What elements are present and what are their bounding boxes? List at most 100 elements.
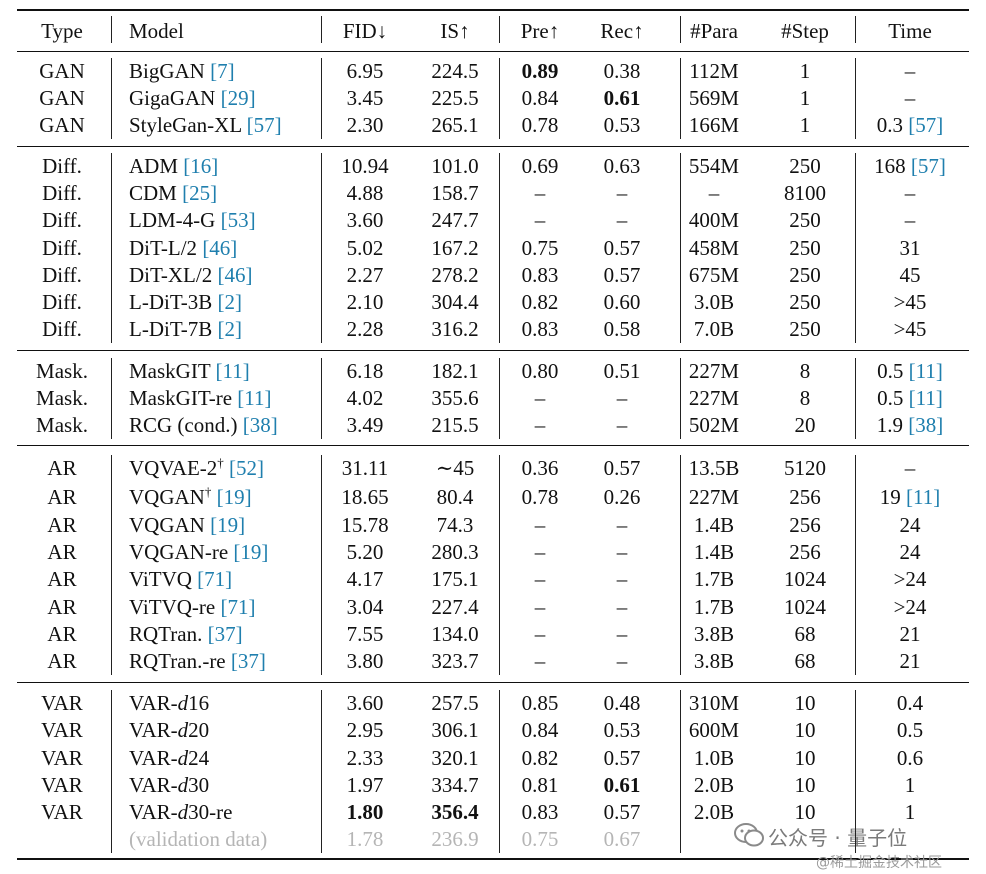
citation-link[interactable]: [2] — [217, 317, 242, 341]
cell-pre: – — [534, 649, 546, 673]
cell-step: 10 — [794, 718, 816, 742]
cell-type: AR — [47, 485, 77, 509]
cell-pre: – — [534, 622, 546, 646]
cell-model: CDM [25] — [129, 180, 217, 207]
column-separator — [111, 58, 112, 139]
table-row: Diff. L-DiT-3B [2] 2.10 304.4 0.82 0.60 3.0B 25… — [0, 289, 986, 316]
citation-link[interactable]: [52] — [229, 456, 265, 480]
citation-link[interactable]: [11] — [215, 359, 250, 383]
citation-link[interactable]: [19] — [233, 540, 269, 564]
citation-link[interactable]: [11] — [906, 485, 941, 509]
table-row: Diff. L-DiT-7B [2] 2.28 316.2 0.83 0.58 7.0B 25… — [0, 316, 986, 343]
cell-rec: 0.53 — [603, 113, 641, 137]
cell-model: VQGAN† [19] — [129, 484, 252, 511]
citation-link[interactable]: [71] — [220, 595, 256, 619]
cell-is: 227.4 — [431, 595, 479, 619]
column-separator — [321, 58, 322, 139]
cell-time: >45 — [893, 290, 927, 314]
cell-para: 1.7B — [693, 567, 735, 591]
cell-time: 19 [11] — [858, 484, 962, 511]
model-name: L-DiT-7B — [129, 317, 218, 341]
model-name: VAR- — [129, 718, 178, 742]
cell-rec: – — [616, 181, 628, 205]
citation-link[interactable]: [11] — [908, 386, 943, 410]
citation-link[interactable]: [7] — [210, 59, 235, 83]
header-is: IS↑ — [440, 19, 470, 43]
citation-link[interactable]: [29] — [220, 86, 256, 110]
table-row: Diff. DiT-XL/2 [46] 2.27 278.2 0.83 0.57 675M 2… — [0, 262, 986, 289]
citation-link[interactable]: [38] — [242, 413, 278, 437]
column-separator — [499, 690, 500, 853]
cell-fid: 4.17 — [346, 567, 384, 591]
column-separator — [680, 358, 681, 439]
cell-is: 225.5 — [431, 86, 479, 110]
cell-fid: 3.04 — [346, 595, 384, 619]
citation-link[interactable]: [2] — [217, 290, 242, 314]
citation-link[interactable]: [57] — [908, 113, 944, 137]
cell-type: GAN — [39, 59, 85, 83]
citation-link[interactable]: [37] — [230, 649, 266, 673]
column-separator — [111, 16, 112, 43]
cell-is: 236.9 — [431, 827, 479, 851]
citation-link[interactable]: [16] — [183, 154, 219, 178]
cell-time: 0.4 — [896, 691, 924, 715]
cell-type: GAN — [39, 86, 85, 110]
table-row: Diff. DiT-L/2 [46] 5.02 167.2 0.75 0.57 458M 25… — [0, 235, 986, 262]
cell-pre: 0.81 — [521, 773, 559, 797]
cell-para: 3.0B — [693, 290, 735, 314]
cell-is: 175.1 — [431, 567, 479, 591]
citation-link[interactable]: [38] — [908, 413, 944, 437]
cell-model: VQGAN [19] — [129, 512, 245, 539]
cell-fid: 5.02 — [346, 236, 384, 260]
cell-para: 227M — [688, 386, 740, 410]
cell-para: 569M — [688, 86, 740, 110]
model-dagger: † — [204, 484, 212, 499]
cell-fid: 3.60 — [346, 208, 384, 232]
cell-para: 675M — [688, 263, 740, 287]
citation-link[interactable]: [57] — [910, 154, 946, 178]
section-rule-mask — [17, 350, 969, 351]
cell-step: 5120 — [784, 456, 826, 480]
cell-is: 265.1 — [431, 113, 479, 137]
cell-fid: 2.95 — [346, 718, 384, 742]
cell-rec: 0.63 — [603, 154, 641, 178]
citation-link[interactable]: [19] — [216, 485, 252, 509]
cell-type: VAR — [41, 773, 83, 797]
cell-time: 45 — [899, 263, 921, 287]
header-model: Model — [129, 19, 184, 43]
section-rule-ar — [17, 445, 969, 446]
cell-type: AR — [47, 649, 77, 673]
column-separator — [855, 455, 856, 675]
cell-is: 101.0 — [431, 154, 479, 178]
cell-time: 1.9 [38] — [858, 412, 962, 439]
citation-link[interactable]: [11] — [237, 386, 272, 410]
cell-pre: 0.83 — [521, 263, 559, 287]
citation-link[interactable]: [53] — [220, 208, 256, 232]
citation-link[interactable]: [11] — [908, 359, 943, 383]
cell-model: MaskGIT [11] — [129, 358, 250, 385]
cell-pre: 0.84 — [521, 86, 559, 110]
cell-fid: 1.78 — [346, 827, 384, 851]
citation-link[interactable]: [57] — [246, 113, 282, 137]
cell-pre: 0.78 — [521, 485, 559, 509]
cell-model: ADM [16] — [129, 153, 218, 180]
wechat-icon — [734, 823, 764, 847]
model-name: VQGAN — [129, 513, 211, 537]
citation-link[interactable]: [46] — [217, 263, 253, 287]
cell-is: 134.0 — [431, 622, 479, 646]
cell-fid: 18.65 — [341, 485, 389, 509]
cell-model: RQTran.-re [37] — [129, 648, 266, 675]
citation-link[interactable]: [25] — [182, 181, 218, 205]
citation-link[interactable]: [46] — [202, 236, 238, 260]
citation-link[interactable]: [37] — [207, 622, 243, 646]
cell-rec: 0.61 — [603, 773, 641, 797]
cell-rec: 0.61 — [603, 86, 641, 110]
header-time: Time — [888, 19, 932, 43]
citation-link[interactable]: [71] — [197, 567, 233, 591]
cell-time: 0.6 — [896, 746, 924, 770]
citation-link[interactable]: [19] — [210, 513, 246, 537]
cell-fid: 3.80 — [346, 649, 384, 673]
table-row: GAN BigGAN [7] 6.95 224.5 0.89 0.38 112M 1 – — [0, 58, 986, 85]
table-header: Type Model FID↓ IS↑ Pre↑ Rec↑ #Para #Ste… — [0, 18, 986, 45]
model-name: RQTran. — [129, 622, 208, 646]
